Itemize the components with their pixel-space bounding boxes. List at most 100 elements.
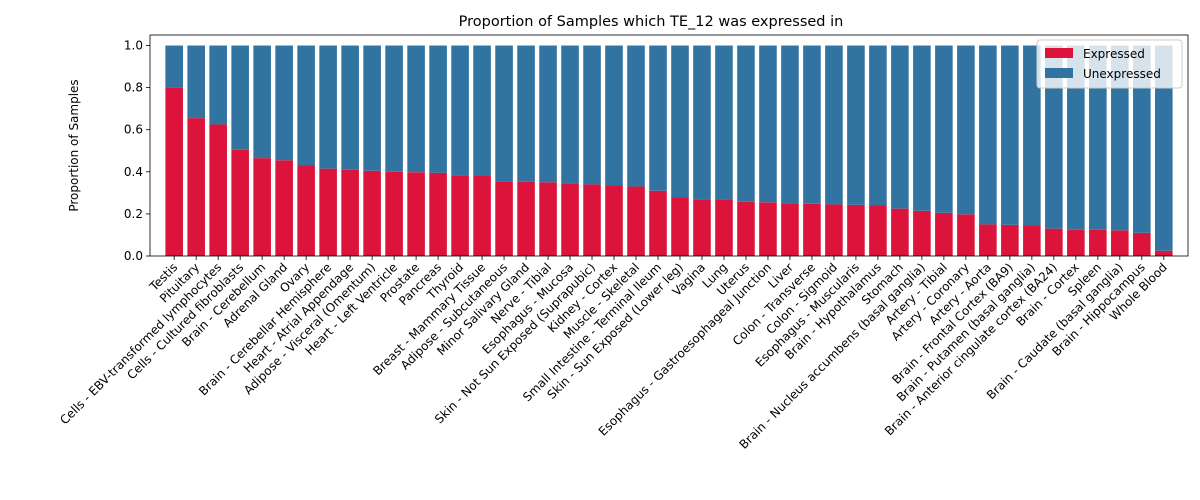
bar-expressed [517,181,535,256]
bar-unexpressed [165,45,183,88]
bar-expressed [583,184,601,256]
bar-unexpressed [693,45,711,200]
bar-expressed [737,201,755,256]
bar-unexpressed [407,45,425,173]
bar-expressed [165,87,183,257]
bar-expressed [253,158,271,256]
bar-unexpressed [737,45,755,202]
bar-unexpressed [1155,45,1173,251]
bar-expressed [1067,229,1085,256]
bar-expressed [1089,229,1107,256]
bar-expressed [319,168,337,256]
bar-expressed [451,175,469,256]
bar-unexpressed [253,45,271,159]
bar-expressed [209,124,227,256]
bar-unexpressed [1089,45,1107,230]
bar-unexpressed [891,45,909,209]
bar-unexpressed [583,45,601,185]
bar-unexpressed [759,45,777,203]
y-tick-label: 0.4 [124,165,143,179]
bar-unexpressed [209,45,227,125]
bar-expressed [473,176,491,256]
bar-expressed [1133,232,1151,256]
bar-unexpressed [781,45,799,204]
bar-unexpressed [605,45,623,186]
bar-unexpressed [649,45,667,191]
bar-unexpressed [429,45,447,173]
bar-unexpressed [473,45,491,177]
bar-unexpressed [451,45,469,176]
bar-expressed [847,204,865,256]
legend-box [1036,39,1183,89]
bar-expressed [341,169,359,256]
bar-expressed [825,204,843,256]
bar-expressed [275,160,293,256]
y-tick-label: 1.0 [124,39,143,53]
bars-group [165,45,1173,257]
bar-expressed [913,210,931,256]
bar-unexpressed [913,45,931,211]
bar-unexpressed [979,45,997,225]
bar-unexpressed [715,45,733,200]
bar-expressed [385,171,403,256]
bar-expressed [1155,250,1173,256]
bar-expressed [781,203,799,256]
bar-unexpressed [935,45,953,213]
y-axis: 0.0 0.2 0.4 0.6 0.8 1.0 [124,39,150,263]
bar-unexpressed [1111,45,1129,231]
bar-expressed [539,182,557,256]
bar-unexpressed [517,45,535,182]
legend-swatch-unexpressed [1045,68,1073,78]
bar-unexpressed [187,45,205,119]
legend-label-expressed: Expressed [1083,47,1145,61]
bar-expressed [231,149,249,256]
bar-unexpressed [319,45,337,169]
bar-unexpressed [627,45,645,187]
bar-expressed [627,186,645,256]
bar-expressed [979,224,997,256]
bar-unexpressed [847,45,865,205]
bar-unexpressed [671,45,689,198]
bar-expressed [869,205,887,256]
bar-unexpressed [231,45,249,150]
bar-expressed [605,185,623,256]
bar-expressed [429,172,447,256]
bar-expressed [671,197,689,256]
bar-expressed [1023,225,1041,256]
legend-label-unexpressed: Unexpressed [1083,67,1161,81]
chart-title: Proportion of Samples which TE_12 was ex… [459,14,844,30]
bar-expressed [407,172,425,256]
bar-expressed [693,199,711,256]
bar-expressed [935,212,953,256]
bar-unexpressed [363,45,381,171]
bar-unexpressed [869,45,887,206]
bar-unexpressed [1067,45,1085,230]
bar-expressed [1111,230,1129,256]
legend-swatch-expressed [1045,48,1073,58]
bar-expressed [803,203,821,256]
bar-expressed [1001,224,1019,256]
bar-expressed [649,190,667,256]
bar-unexpressed [1045,45,1063,229]
bar-unexpressed [495,45,513,182]
bar-unexpressed [539,45,557,183]
bar-unexpressed [957,45,975,215]
bar-unexpressed [275,45,293,161]
bar-unexpressed [803,45,821,204]
bar-unexpressed [561,45,579,184]
bar-expressed [957,214,975,256]
bar-unexpressed [341,45,359,170]
bar-expressed [495,181,513,256]
bar-unexpressed [825,45,843,205]
bar-expressed [561,183,579,256]
bar-expressed [1045,228,1063,256]
bar-unexpressed [1133,45,1151,233]
bar-unexpressed [385,45,403,172]
y-axis-label: Proportion of Samples [67,79,81,211]
bar-expressed [891,208,909,256]
bar-expressed [187,118,205,256]
bar-expressed [363,170,381,256]
legend: Expressed Unexpressed [1036,39,1183,89]
bar-expressed [297,165,315,256]
